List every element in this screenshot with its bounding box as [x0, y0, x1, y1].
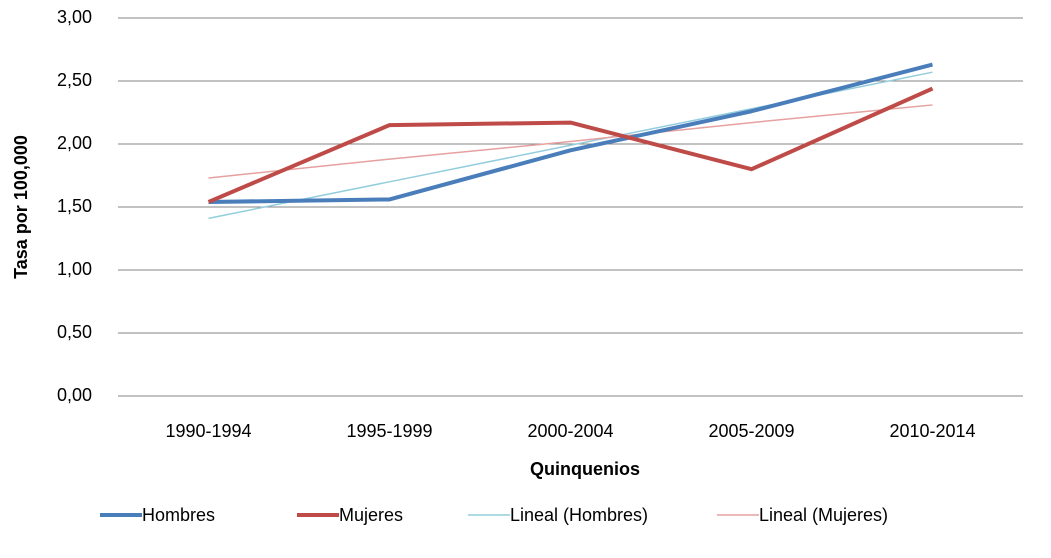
series-line	[208, 104, 933, 179]
y-tick-label: 2,50	[57, 70, 92, 90]
x-axis-label: Quinquenios	[530, 459, 640, 479]
y-tick-label: 1,50	[57, 196, 92, 216]
x-tick-label: 2005-2009	[708, 421, 794, 441]
series-line	[207, 86, 934, 204]
x-tick-label: 2000-2004	[527, 421, 613, 441]
y-tick-label: 0,50	[57, 322, 92, 342]
legend-label: Hombres	[142, 505, 215, 525]
y-tick-label: 2,00	[57, 133, 92, 153]
legend-label: Lineal (Hombres)	[510, 505, 648, 525]
x-tick-label: 2010-2014	[889, 421, 975, 441]
y-tick-label: 3,00	[57, 7, 92, 27]
x-tick-label: 1990-1994	[165, 421, 251, 441]
y-axis-label: Tasa por 100,000	[11, 135, 31, 279]
series-line	[208, 62, 933, 204]
legend-label: Mujeres	[339, 505, 403, 525]
x-tick-label: 1995-1999	[346, 421, 432, 441]
y-tick-label: 0,00	[57, 385, 92, 405]
legend-label: Lineal (Mujeres)	[759, 505, 888, 525]
y-tick-label: 1,00	[57, 259, 92, 279]
